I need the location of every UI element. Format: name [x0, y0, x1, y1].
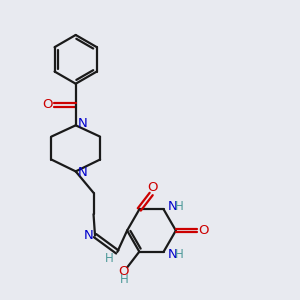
Text: O: O [147, 181, 158, 194]
Text: H: H [175, 200, 184, 213]
Text: H: H [120, 273, 129, 286]
Text: O: O [199, 224, 209, 237]
Text: N: N [77, 117, 87, 130]
Text: N: N [168, 200, 178, 213]
Text: O: O [118, 265, 129, 278]
Text: H: H [175, 248, 184, 261]
Text: N: N [77, 167, 87, 179]
Text: O: O [43, 98, 53, 111]
Text: N: N [84, 229, 93, 242]
Text: N: N [168, 248, 178, 261]
Text: H: H [105, 252, 113, 265]
